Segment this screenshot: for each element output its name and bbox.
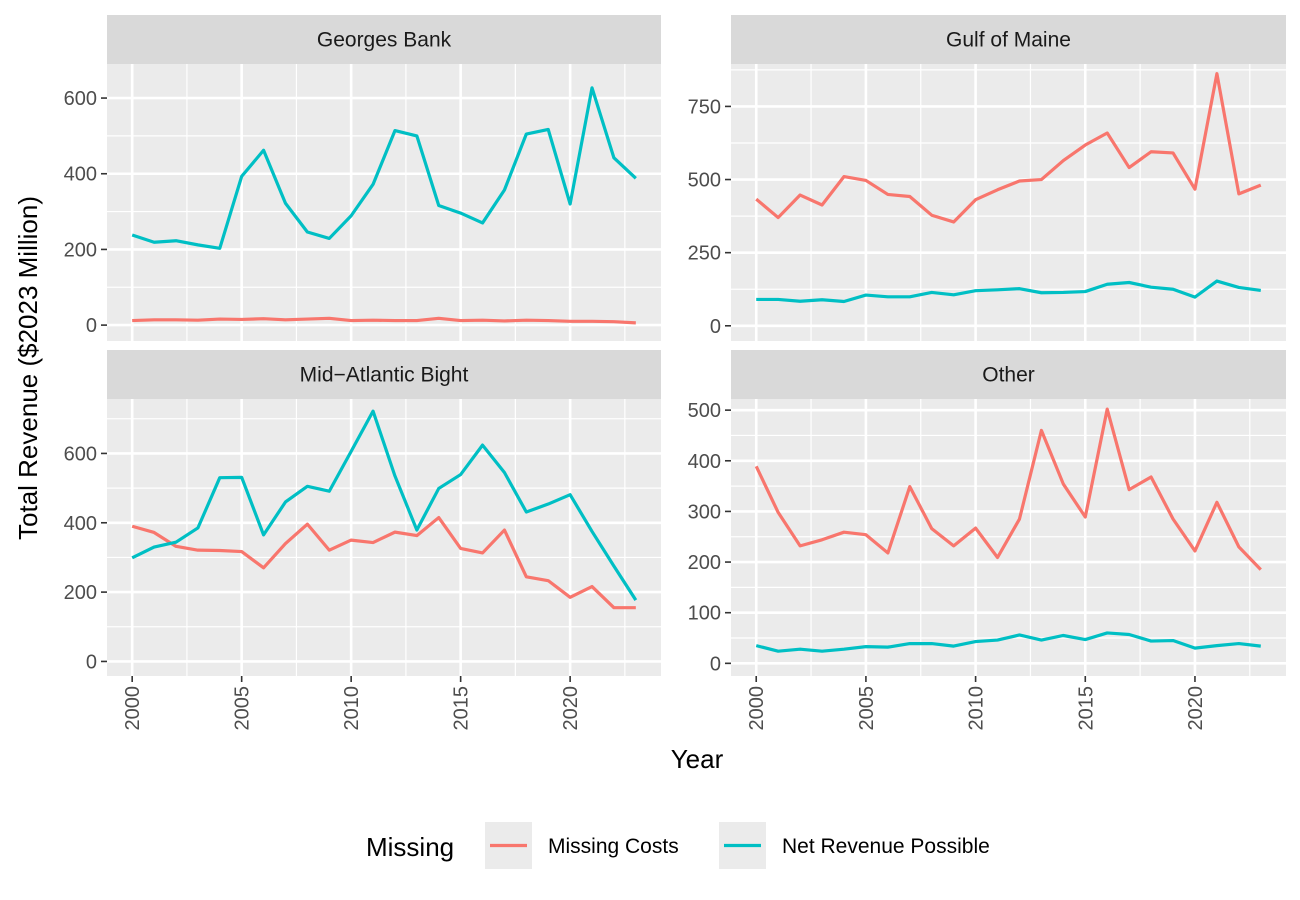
x-tick-label: 2015 xyxy=(1075,686,1097,731)
y-tick-label: 600 xyxy=(64,88,97,110)
series-line-missing-costs xyxy=(131,515,636,610)
legend-item-net-revenue-possible: Net Revenue Possible xyxy=(719,822,990,869)
facet-strip xyxy=(731,350,1286,399)
x-axis: 2000 2005 2010 2015 2020 xyxy=(746,676,1207,731)
series-line-net-revenue-possible xyxy=(131,86,637,250)
y-tick-label: 200 xyxy=(64,582,97,604)
y-tick-label: 750 xyxy=(688,96,721,118)
x-tick-label: 2005 xyxy=(232,686,254,731)
facets: Georges Bank 0 200 400 600 Gulf of Maine 0 250 5… xyxy=(64,15,1286,731)
y-axis: 0 200 400 600 xyxy=(64,443,107,673)
series-line-net-revenue-possible xyxy=(756,279,1261,304)
y-axis: 0 100 200 300 400 500 xyxy=(688,400,731,675)
y-tick-label: 500 xyxy=(688,170,721,192)
y-tick-label: 600 xyxy=(64,443,97,465)
series-line-missing-costs xyxy=(754,407,1262,571)
facet-title: Mid−Atlantic Bight xyxy=(300,364,469,387)
y-tick-label: 0 xyxy=(710,653,721,675)
x-tick-label: 2010 xyxy=(966,686,988,731)
x-tick-label: 2020 xyxy=(560,686,582,731)
y-axis: 0 200 400 600 xyxy=(64,88,107,337)
x-tick-label: 2010 xyxy=(341,686,363,731)
plot-panel xyxy=(107,64,661,341)
facet-strip xyxy=(107,15,661,64)
facet-strip xyxy=(107,350,661,399)
facet-title: Other xyxy=(982,364,1035,387)
legend-label-net-revenue-possible: Net Revenue Possible xyxy=(782,835,990,858)
facet-other: Other 0 100 200 300 400 500 2000 2005 2010 2015 202… xyxy=(688,350,1286,731)
legend-title: Missing xyxy=(366,832,454,862)
facet-title: Gulf of Maine xyxy=(946,29,1071,52)
gridlines xyxy=(107,64,661,341)
y-axis-title: Total Revenue ($2023 Million) xyxy=(13,196,43,540)
y-tick-label: 100 xyxy=(688,603,721,625)
y-tick-label: 500 xyxy=(688,400,721,422)
x-tick-label: 2005 xyxy=(856,686,878,731)
x-tick-label: 2000 xyxy=(122,686,144,731)
y-tick-label: 300 xyxy=(688,501,721,523)
x-axis: 2000 2005 2010 2015 2020 xyxy=(122,676,582,731)
y-axis: 0 250 500 750 xyxy=(688,96,731,338)
legend: Missing Missing Costs Net Revenue Possib… xyxy=(366,822,990,869)
gridlines xyxy=(731,399,1286,676)
y-tick-label: 0 xyxy=(710,316,721,338)
x-tick-label: 2020 xyxy=(1185,686,1207,731)
facet-georges-bank: Georges Bank 0 200 400 600 xyxy=(64,15,661,341)
facet-title: Georges Bank xyxy=(317,29,452,52)
series-line-net-revenue-possible xyxy=(755,631,1261,653)
series-line-missing-costs xyxy=(132,316,636,325)
x-tick-label: 2000 xyxy=(746,686,768,731)
legend-item-missing-costs: Missing Costs xyxy=(485,822,679,869)
y-tick-label: 200 xyxy=(64,239,97,261)
y-tick-label: 0 xyxy=(86,315,97,337)
y-tick-label: 0 xyxy=(86,651,97,673)
y-tick-label: 200 xyxy=(688,552,721,574)
y-tick-label: 250 xyxy=(688,243,721,265)
series-line-missing-costs xyxy=(755,72,1262,224)
facet-mid-atlantic-bight: Mid−Atlantic Bight 0 200 400 600 2000 2005 2010… xyxy=(64,350,661,731)
legend-label-missing-costs: Missing Costs xyxy=(548,835,679,858)
x-axis-title: Year xyxy=(671,744,724,774)
series-line-net-revenue-possible xyxy=(131,409,638,601)
x-tick-label: 2015 xyxy=(451,686,473,731)
y-tick-label: 400 xyxy=(64,513,97,535)
facet-gulf-of-maine: Gulf of Maine 0 250 500 750 xyxy=(688,15,1286,341)
y-tick-label: 400 xyxy=(688,451,721,473)
y-tick-label: 400 xyxy=(64,164,97,186)
facet-strip xyxy=(731,15,1286,64)
